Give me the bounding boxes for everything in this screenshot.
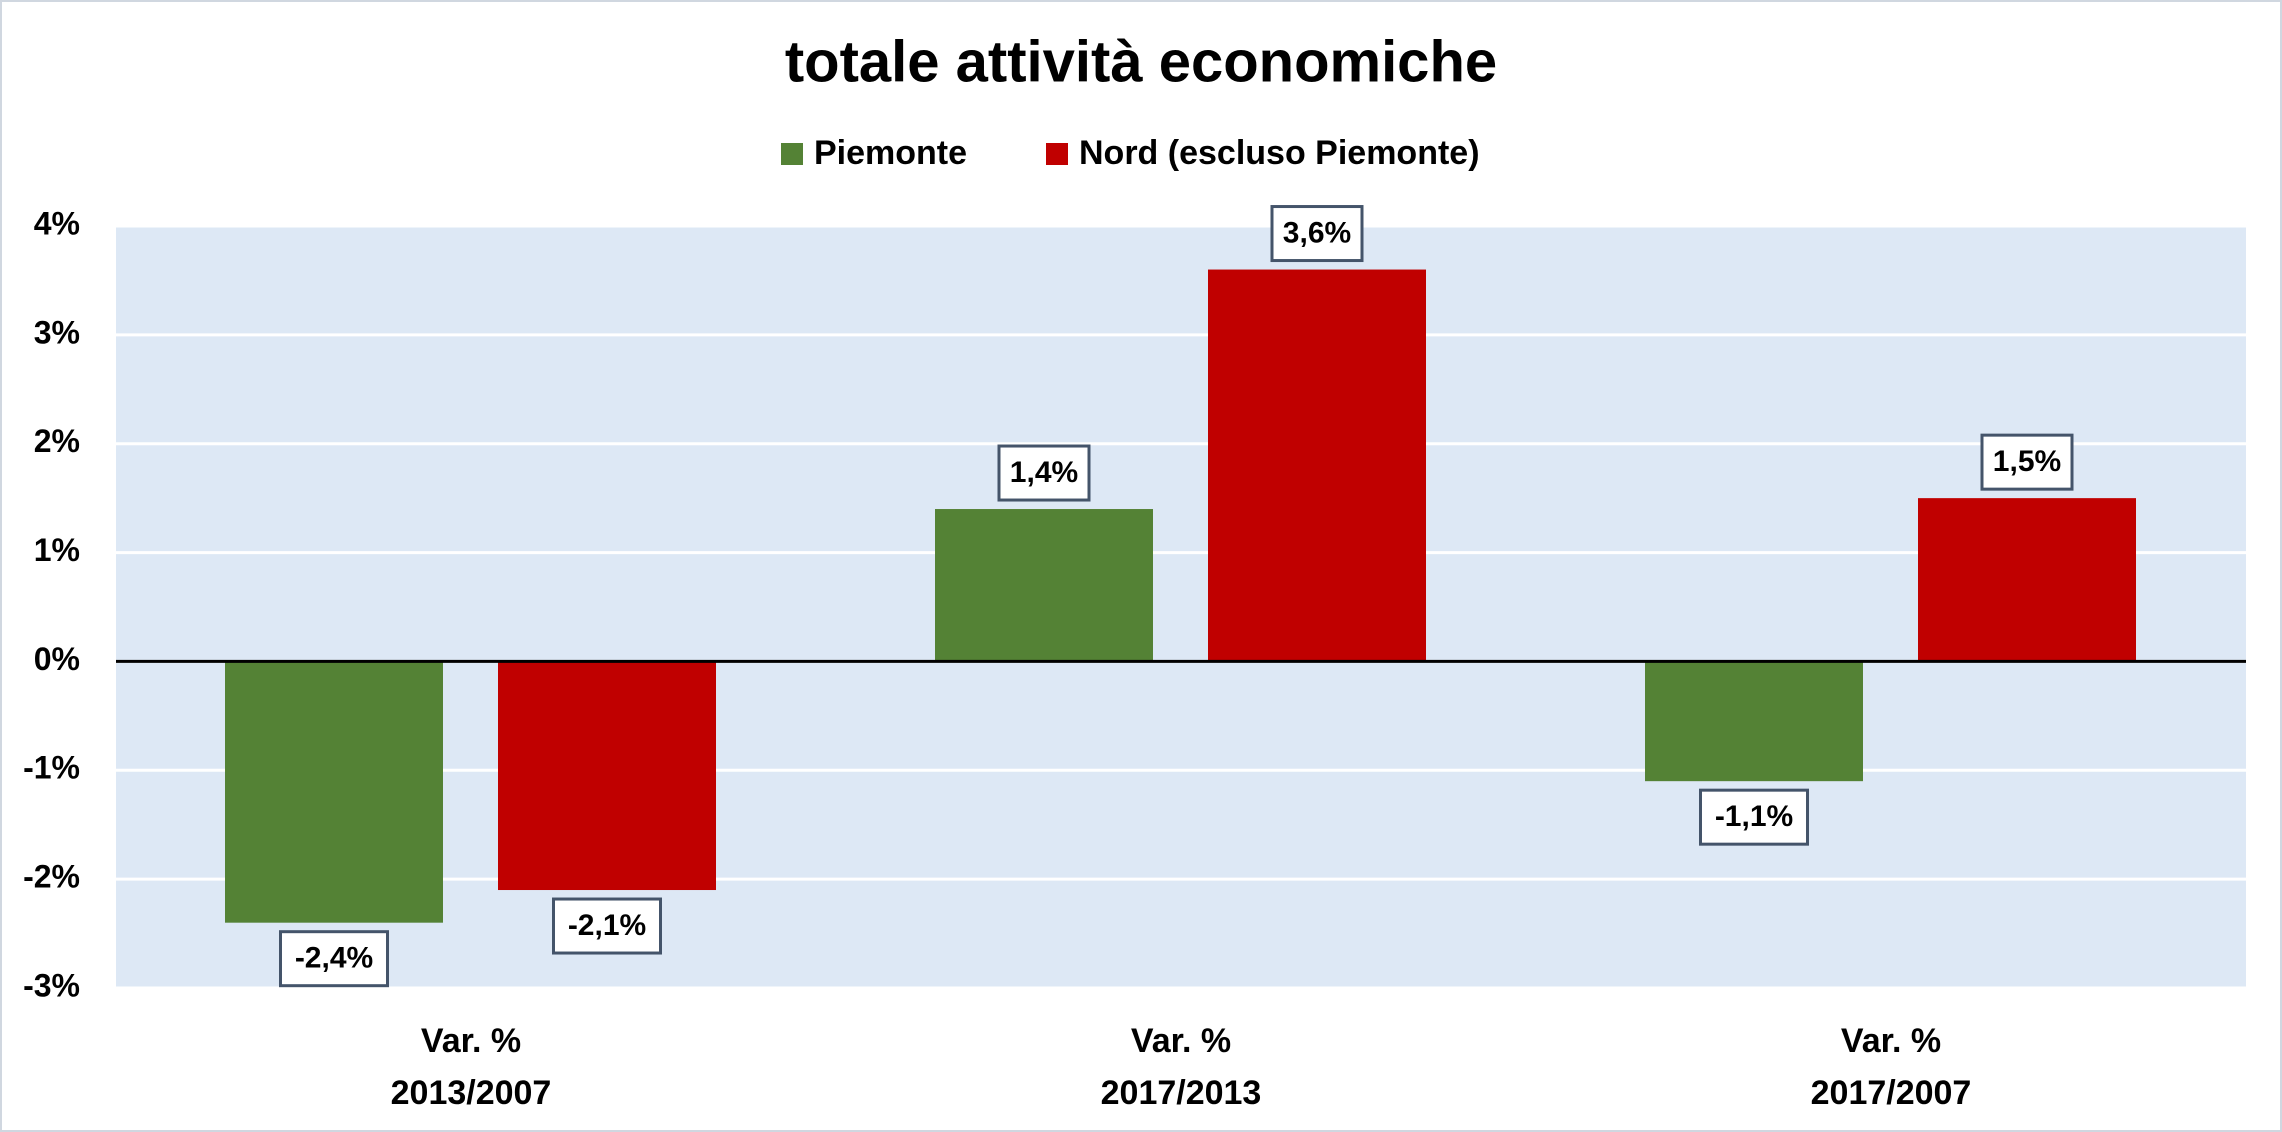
legend-swatch xyxy=(1046,143,1068,165)
y-tick-label: -2% xyxy=(23,859,80,895)
value-label-box xyxy=(1980,433,2074,491)
x-tick-line: Var. % xyxy=(1131,1022,1231,1060)
value-label: -2,4% xyxy=(295,942,373,975)
value-label: -2,1% xyxy=(568,909,646,942)
x-tick-line: Var. % xyxy=(1841,1022,1941,1060)
chart-title: totale attività economiche xyxy=(785,29,1497,94)
x-tick-label: Var. % 2017/2007 xyxy=(1811,1022,1972,1112)
value-label-box xyxy=(1699,788,1809,846)
y-tick-label: -3% xyxy=(23,967,80,1003)
y-tick-label: 4% xyxy=(34,205,80,241)
y-tick-label: 3% xyxy=(34,314,80,350)
value-label: 1,4% xyxy=(1010,456,1078,489)
x-tick-label: Var. % 2017/2013 xyxy=(1101,1022,1262,1112)
value-label: 3,6% xyxy=(1283,216,1351,249)
bar xyxy=(935,509,1153,662)
legend-label: Piemonte xyxy=(814,134,967,172)
legend-label: Nord (escluso Piemonte) xyxy=(1079,134,1480,172)
bar xyxy=(225,661,443,923)
plot-area xyxy=(116,226,2246,988)
value-label-box xyxy=(279,930,389,988)
value-label-box xyxy=(552,897,662,955)
value-label: -1,1% xyxy=(1715,800,1793,833)
bar xyxy=(1918,498,2136,662)
x-tick-line: 2013/2007 xyxy=(391,1074,552,1112)
y-tick-label: 2% xyxy=(34,423,80,459)
bar xyxy=(498,661,716,891)
y-tick-label: -1% xyxy=(23,750,80,786)
value-label-box xyxy=(1270,205,1364,263)
value-label: 1,5% xyxy=(1993,445,2061,478)
x-tick-label: Var. % 2013/2007 xyxy=(391,1022,552,1112)
x-tick-line: 2017/2007 xyxy=(1811,1074,1972,1112)
bar xyxy=(1645,661,1863,782)
x-tick-line: 2017/2013 xyxy=(1101,1074,1262,1112)
bar xyxy=(1208,269,1426,662)
y-tick-label: 1% xyxy=(34,532,80,568)
value-label-box xyxy=(997,444,1091,502)
x-tick-line: Var. % xyxy=(421,1022,521,1060)
legend-swatch xyxy=(781,143,803,165)
y-tick-label: 0% xyxy=(34,641,80,677)
